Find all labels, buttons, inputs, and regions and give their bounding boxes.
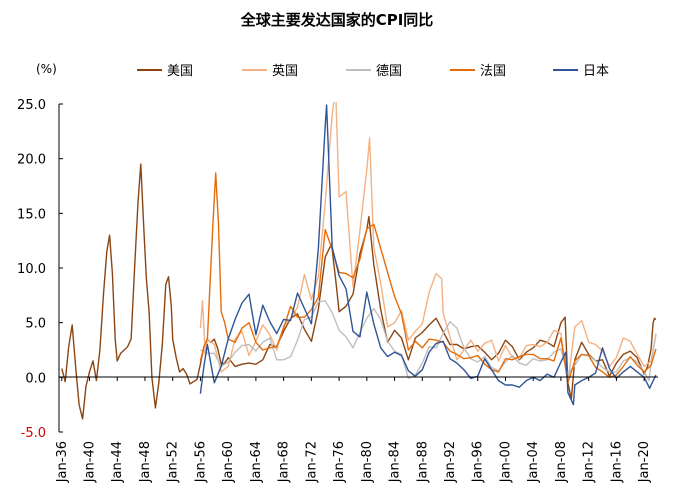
chart-title: 全球主要发达国家的CPI同比 [240, 11, 434, 29]
x-tick-label: Jan-20 [637, 441, 652, 483]
x-tick-label: Jan-68 [277, 441, 292, 483]
x-tick-label: Jan-88 [415, 441, 430, 483]
x-tick-label: Jan-52 [166, 441, 181, 483]
legend: 美国 英国 德国 法国 日本 [137, 64, 609, 79]
x-tick-label: Jan-60 [221, 441, 236, 483]
legend-label: 美国 [167, 64, 193, 79]
y-tick-label: 20.0 [17, 153, 46, 168]
x-tick-label: Jan-92 [443, 441, 458, 483]
x-tick-label: Jan-16 [609, 441, 624, 483]
series-line-3 [199, 172, 657, 384]
x-tick-label: Jan-64 [249, 441, 264, 483]
x-tick-label: Jan-00 [498, 441, 513, 483]
axes-layer: 25.0 20.0 15.0 10.0 5.0 0.0 -5.0 Jan-36 Jan-40 Ja… [17, 98, 658, 483]
y-tick-label: 25.0 [17, 98, 46, 113]
x-tick-label: Jan-44 [110, 441, 125, 483]
legend-label: 日本 [583, 64, 609, 79]
x-tick-label: Jan-36 [55, 441, 70, 483]
x-tick-label: Jan-40 [83, 441, 98, 483]
x-tick-label: Jan-76 [332, 441, 347, 483]
y-tick-label: 15.0 [17, 207, 46, 222]
y-tick-label: -5.0 [21, 426, 46, 441]
x-tick-label: Jan-84 [388, 441, 403, 483]
legend-label: 英国 [272, 64, 298, 79]
series-line-1 [199, 102, 657, 384]
series-line-4 [199, 104, 657, 406]
legend-label: 德国 [376, 64, 402, 79]
y-axis-unit-label: (%) [36, 62, 57, 76]
x-tick-label: Jan-04 [526, 441, 541, 483]
x-tick-label: Jan-72 [304, 441, 319, 483]
y-tick-label: 10.0 [17, 262, 46, 277]
y-tick-label: 5.0 [25, 317, 46, 332]
x-tick-label: Jan-08 [554, 441, 569, 483]
legend-label: 法国 [480, 64, 506, 79]
series-layer [61, 102, 657, 420]
y-tick-label: 0.0 [25, 371, 46, 386]
x-tick-label: Jan-56 [193, 441, 208, 483]
x-tick-label: Jan-96 [471, 441, 486, 483]
x-tick-label: Jan-48 [138, 441, 153, 483]
x-tick-label: Jan-80 [360, 441, 375, 483]
x-tick-label: Jan-12 [582, 441, 597, 483]
